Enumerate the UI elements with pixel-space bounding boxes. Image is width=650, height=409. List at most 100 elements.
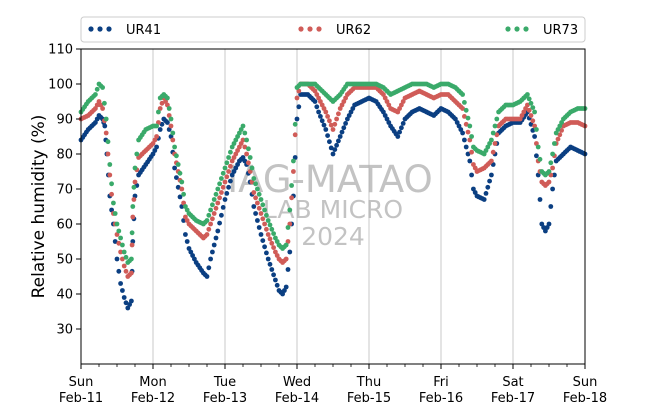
data-point: [532, 109, 537, 115]
data-point: [489, 158, 494, 164]
data-point: [102, 123, 108, 129]
data-point: [339, 129, 345, 135]
data-point: [255, 186, 260, 192]
data-point: [168, 116, 174, 122]
legend-marker: [106, 26, 112, 32]
data-point: [121, 263, 127, 269]
data-point: [489, 172, 494, 178]
data-point: [343, 121, 348, 126]
data-point: [271, 245, 276, 251]
data-point: [334, 142, 339, 148]
data-point: [222, 197, 228, 202]
series-ur73: [78, 81, 588, 265]
data-point: [208, 256, 214, 262]
data-point: [224, 174, 230, 180]
legend-label: UR62: [336, 23, 371, 38]
data-point: [265, 256, 271, 262]
data-point: [222, 179, 228, 185]
legend-item-ur41: UR41: [88, 23, 161, 38]
x-tick-label-day: Fri: [433, 375, 449, 390]
data-point: [100, 85, 105, 90]
data-point: [120, 288, 125, 293]
data-point: [226, 184, 232, 190]
data-point: [134, 151, 140, 157]
data-point: [460, 92, 465, 97]
data-point: [154, 134, 160, 139]
data-point: [224, 160, 230, 166]
data-point: [130, 204, 136, 209]
data-point: [118, 281, 123, 286]
data-point: [253, 181, 258, 187]
data-point: [120, 256, 125, 262]
data-point: [208, 207, 214, 213]
data-point: [244, 151, 250, 157]
data-point: [228, 149, 233, 155]
data-point: [490, 130, 496, 136]
data-point: [260, 202, 266, 208]
x-tick-label-date: Feb-12: [131, 391, 175, 406]
data-point: [251, 204, 257, 209]
data-point: [292, 121, 298, 127]
data-point: [166, 106, 172, 111]
data-point: [341, 125, 347, 131]
data-point: [289, 183, 294, 188]
legend-marker: [88, 26, 94, 32]
data-point: [530, 105, 536, 110]
legend-marker: [523, 26, 529, 32]
data-point: [269, 240, 275, 246]
data-point: [265, 218, 271, 223]
data-point: [314, 104, 320, 110]
data-point: [255, 218, 260, 223]
data-point: [121, 249, 127, 255]
x-tick-label-date: Feb-13: [203, 391, 247, 406]
data-point: [132, 165, 138, 171]
data-point: [550, 151, 555, 157]
data-point: [323, 127, 329, 132]
data-point: [105, 151, 111, 157]
data-point: [253, 211, 258, 216]
data-point: [559, 127, 564, 133]
data-point: [219, 212, 224, 218]
data-point: [316, 109, 321, 115]
data-point: [249, 165, 255, 171]
data-point: [264, 212, 269, 218]
data-point: [215, 228, 221, 234]
data-point: [325, 133, 330, 139]
data-point: [283, 256, 289, 262]
y-tick-label: 60: [56, 218, 73, 233]
x-tick-label-date: Feb-14: [275, 391, 319, 406]
data-point: [256, 191, 262, 197]
legend-item-ur73: UR73: [505, 23, 578, 38]
data-point: [116, 268, 122, 274]
data-point: [269, 226, 275, 232]
data-point: [283, 284, 289, 290]
data-point: [537, 197, 543, 202]
legend-marker: [307, 26, 313, 32]
x-tick-label-day: Tue: [213, 375, 236, 390]
data-point: [490, 149, 496, 155]
data-point: [129, 242, 135, 248]
data-point: [156, 109, 161, 115]
x-tick-label-date: Feb-15: [347, 391, 391, 406]
data-point: [494, 132, 500, 138]
data-point: [336, 138, 341, 144]
data-point: [467, 123, 473, 129]
data-point: [460, 130, 465, 136]
data-point: [327, 118, 332, 124]
data-point: [332, 147, 338, 153]
data-point: [465, 151, 471, 157]
data-point: [210, 202, 215, 208]
legend-marker: [298, 26, 304, 32]
data-point: [172, 165, 178, 171]
data-point: [336, 111, 341, 117]
data-point: [94, 86, 100, 92]
data-point: [109, 191, 114, 197]
y-tick-label: 80: [56, 148, 73, 163]
data-point: [255, 200, 260, 206]
data-point: [397, 129, 402, 135]
data-point: [271, 272, 276, 278]
data-point: [462, 137, 467, 143]
data-point: [174, 175, 179, 181]
data-point: [267, 236, 273, 242]
data-point: [165, 95, 170, 101]
